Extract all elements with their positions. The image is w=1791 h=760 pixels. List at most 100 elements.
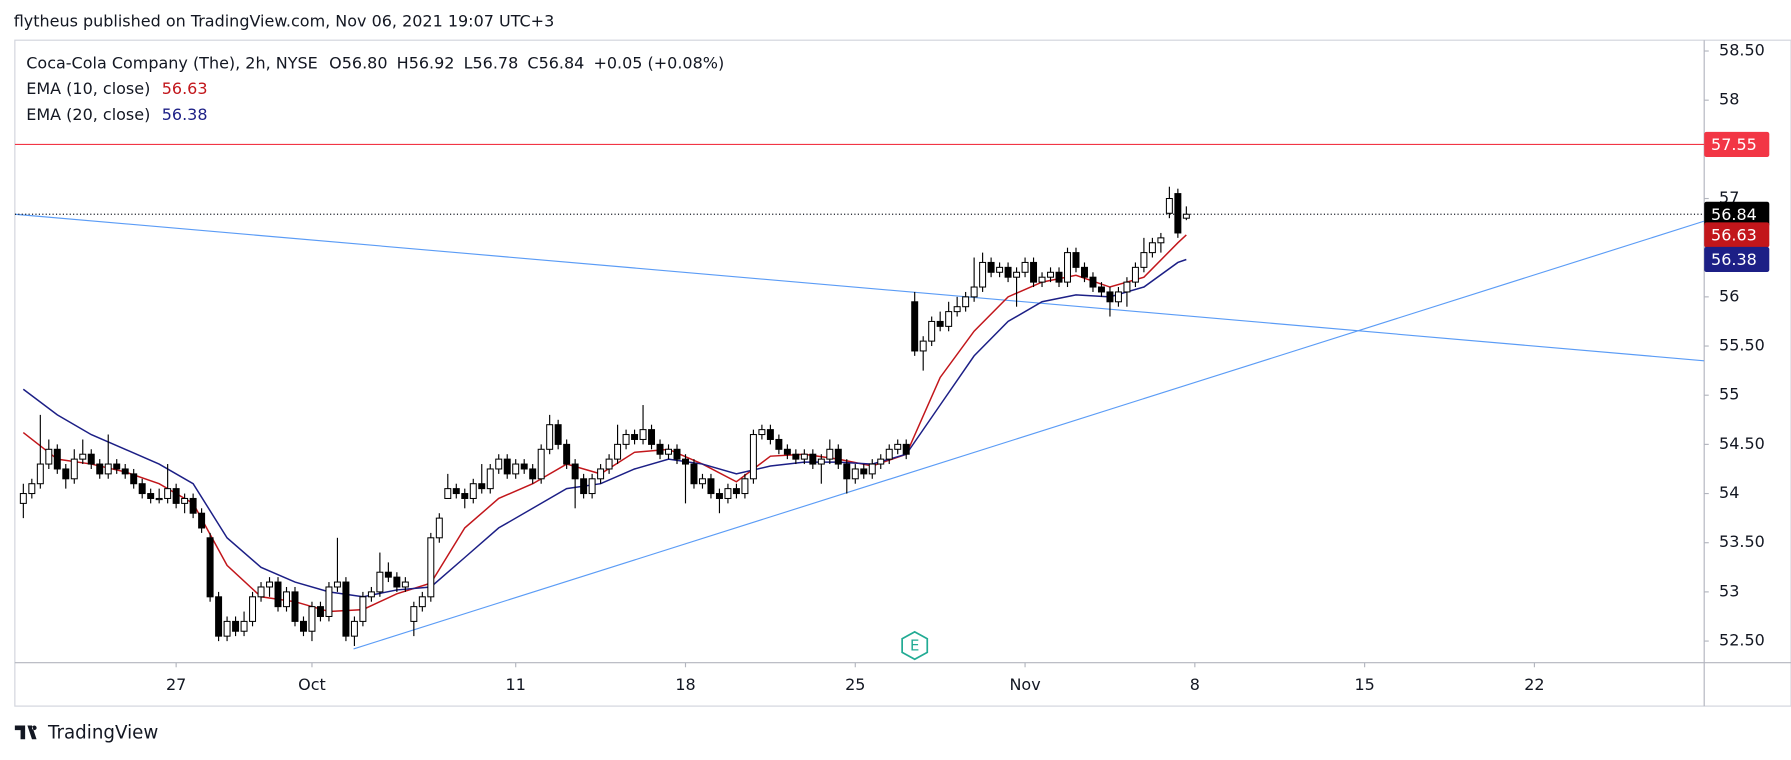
candle-body bbox=[138, 483, 146, 495]
candle-body bbox=[1021, 261, 1029, 273]
candle-body bbox=[87, 453, 95, 465]
legend-value: 56.84 bbox=[539, 54, 585, 73]
candle-body bbox=[1131, 266, 1139, 283]
candle-body bbox=[1157, 237, 1165, 244]
candle-body bbox=[631, 434, 639, 440]
candle-body bbox=[809, 453, 817, 465]
ema-line bbox=[22, 234, 1187, 613]
candle-body bbox=[1089, 276, 1097, 288]
candle-body bbox=[648, 429, 656, 445]
candle-body bbox=[936, 320, 944, 327]
candle-body bbox=[376, 571, 384, 593]
candle-body bbox=[614, 443, 622, 460]
price-label-box bbox=[1704, 131, 1770, 157]
y-tick-label: 53.50 bbox=[1719, 532, 1765, 551]
candle-body bbox=[690, 463, 698, 485]
candle-body bbox=[164, 488, 172, 499]
candle-body bbox=[249, 596, 257, 622]
candle-body bbox=[469, 483, 477, 499]
candle-body bbox=[452, 488, 460, 495]
candle-body bbox=[860, 468, 868, 475]
candle-body bbox=[902, 443, 910, 455]
candle-body bbox=[257, 586, 265, 598]
candle-body bbox=[325, 586, 333, 617]
candle-body bbox=[826, 448, 834, 460]
legend-key: O bbox=[329, 54, 342, 73]
candle-body bbox=[1140, 252, 1148, 268]
legend-series-name: EMA (20, close) bbox=[26, 105, 150, 124]
candle-body bbox=[707, 478, 715, 495]
candle-body bbox=[130, 473, 138, 485]
candle-body bbox=[96, 463, 104, 475]
candle-body bbox=[350, 620, 358, 637]
candle-body bbox=[232, 620, 240, 632]
candle-body bbox=[783, 448, 791, 455]
candle-body bbox=[656, 443, 664, 455]
candle-body bbox=[877, 458, 885, 465]
legend-change: +0.05 (+0.08%) bbox=[593, 54, 724, 73]
x-tick-label: 8 bbox=[1190, 675, 1200, 694]
candle-body bbox=[28, 483, 36, 495]
frame bbox=[14, 39, 1791, 707]
price-label: 57.55 bbox=[1711, 135, 1757, 154]
candle-body bbox=[741, 478, 749, 495]
price-label-box bbox=[1704, 222, 1770, 248]
candle-body bbox=[597, 468, 605, 480]
y-tick-label: 54 bbox=[1719, 483, 1739, 502]
candle-body bbox=[181, 497, 189, 504]
candle-body bbox=[962, 296, 970, 308]
candle-body bbox=[698, 478, 706, 485]
candle-body bbox=[410, 606, 418, 622]
x-tick-label: 22 bbox=[1524, 675, 1544, 694]
legend-key: C bbox=[527, 54, 538, 73]
brand: TradingView bbox=[47, 723, 158, 744]
candle-body bbox=[189, 497, 197, 514]
candle-body bbox=[155, 497, 163, 501]
candle-body bbox=[113, 463, 121, 470]
y-tick-label: 53 bbox=[1719, 581, 1739, 600]
candle-body bbox=[1055, 271, 1063, 283]
candle-body bbox=[834, 448, 842, 465]
candle-body bbox=[554, 424, 562, 445]
candle-body bbox=[70, 458, 78, 480]
candle-body bbox=[851, 468, 859, 480]
candle-body bbox=[682, 458, 689, 465]
legend-value: 56.92 bbox=[409, 54, 455, 73]
candle-body bbox=[843, 463, 851, 480]
candle-body bbox=[1114, 291, 1122, 303]
candle-body bbox=[45, 448, 53, 465]
candle-body bbox=[979, 261, 987, 288]
candle-body bbox=[147, 493, 155, 499]
candle-body bbox=[885, 448, 893, 460]
y-tick-label: 58 bbox=[1719, 90, 1739, 109]
candle-body bbox=[1106, 291, 1114, 303]
candle-body bbox=[1047, 271, 1055, 278]
candle-body bbox=[495, 458, 503, 470]
candle-body bbox=[283, 591, 290, 608]
trend-line bbox=[14, 213, 1705, 362]
price-label: 56.84 bbox=[1711, 205, 1757, 224]
candle-body bbox=[36, 463, 44, 485]
candle-body bbox=[970, 286, 978, 298]
candle-body bbox=[1123, 281, 1131, 293]
candle-body bbox=[1038, 276, 1046, 283]
candle-body bbox=[223, 620, 231, 637]
legend-value: 56.78 bbox=[473, 54, 519, 73]
candle-body bbox=[1148, 242, 1156, 254]
candle-body bbox=[503, 458, 511, 475]
candle-body bbox=[588, 478, 596, 495]
candle-body bbox=[911, 301, 919, 352]
candle-body bbox=[384, 571, 392, 578]
candle-body bbox=[945, 311, 953, 327]
candle-body bbox=[512, 463, 520, 475]
y-tick-label: 52.50 bbox=[1719, 631, 1765, 650]
candle-body bbox=[953, 306, 961, 313]
candle-body bbox=[1030, 261, 1038, 283]
price-label-box bbox=[1704, 201, 1770, 227]
x-tick-label: 15 bbox=[1354, 675, 1374, 694]
trend-line bbox=[353, 220, 1705, 650]
candle-body bbox=[342, 581, 350, 637]
candle-body bbox=[996, 266, 1004, 273]
candle-body bbox=[673, 448, 681, 460]
